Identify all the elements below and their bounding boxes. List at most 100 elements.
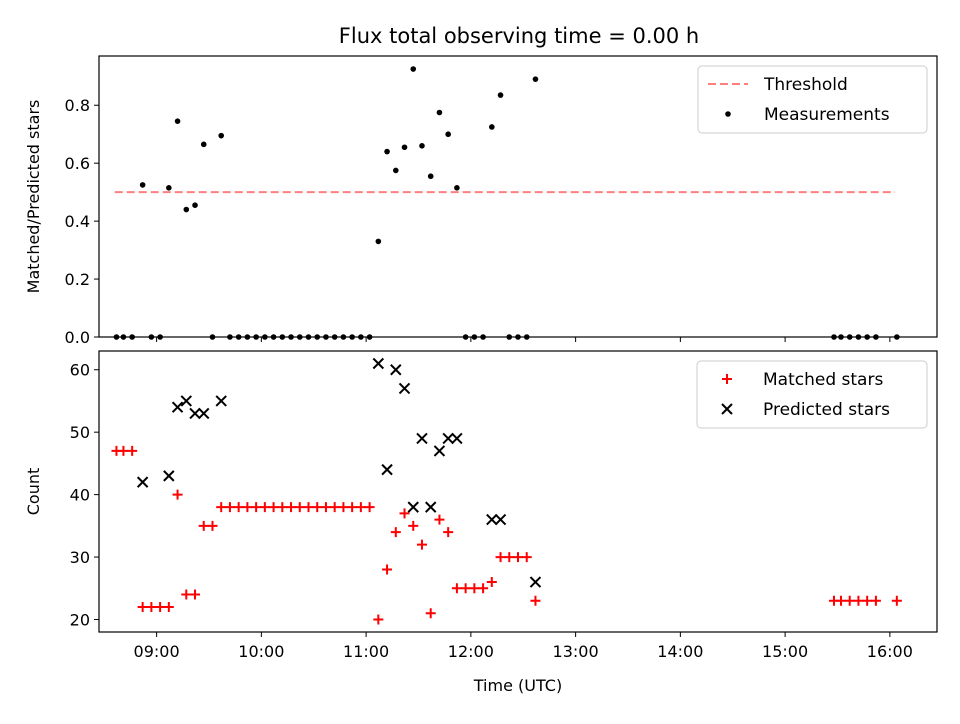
predicted-stars-point	[529, 576, 542, 588]
matched-stars-point	[390, 527, 401, 538]
matched-stars-point	[181, 589, 192, 600]
legend-box	[696, 360, 928, 429]
top-panel: 0.0 0.2 0.4 0.6 0.8 Matched/Predicted stars Th…	[24, 55, 938, 347]
measurement-point	[419, 143, 425, 149]
axes-frame	[98, 350, 938, 633]
y-axis-label: Count	[24, 468, 43, 516]
matched-stars-point	[163, 602, 174, 613]
y-tick-label: 30	[70, 548, 90, 567]
measurement-point	[497, 92, 504, 98]
legend-label: Threshold	[763, 75, 848, 95]
matched-stars-point	[224, 502, 235, 513]
measurement-point	[489, 124, 495, 130]
predicted-stars-point	[442, 432, 454, 445]
y-tick-label: 0.0	[65, 328, 90, 347]
measurement-point	[139, 182, 146, 188]
legend-measurement-swatch	[725, 111, 731, 117]
matched-stars-point	[425, 608, 436, 619]
matched-stars-point	[137, 602, 148, 613]
matched-stars-point	[382, 564, 393, 575]
matched-stars-point	[233, 502, 244, 513]
predicted-stars-point	[163, 470, 175, 482]
matched-stars-point	[251, 502, 262, 513]
predicted-stars-point	[189, 407, 201, 420]
measurement-point	[454, 185, 460, 191]
matched-stars-point	[127, 445, 138, 456]
predicted-stars-point	[390, 364, 402, 376]
legend-label: Measurements	[764, 105, 890, 125]
y-tick-label: 0.6	[65, 154, 90, 173]
matched-stars-point	[416, 539, 427, 550]
y-tick-label: 60	[70, 361, 90, 380]
predicted-stars-point	[425, 501, 437, 513]
matched-stars-point	[347, 502, 358, 513]
matched-stars-point	[364, 502, 375, 513]
measurement-point	[166, 185, 172, 191]
matched-stars-point	[495, 552, 506, 563]
legend-label: Matched stars	[763, 370, 883, 390]
measurement-point	[401, 144, 408, 151]
matched-stars-point	[118, 445, 129, 456]
x-tick-label: 16:00	[867, 642, 913, 661]
predicted-stars-point	[136, 476, 149, 488]
x-tick-label: 13:00	[553, 642, 599, 661]
y-tick-label: 40	[70, 486, 90, 505]
matched-stars-point	[891, 595, 902, 606]
matched-stars-point	[478, 583, 489, 594]
predicted-stars-point	[494, 513, 507, 526]
y-tick-label: 50	[70, 423, 90, 442]
matched-stars-point	[155, 602, 166, 613]
measurement-point	[375, 238, 382, 245]
y-axis-label: Matched/Predicted stars	[24, 100, 43, 294]
legend: Matched stars Predicted stars	[696, 360, 928, 429]
legend-predicted-swatch	[721, 403, 733, 415]
matched-stars-point	[835, 595, 846, 606]
matched-stars-point	[870, 595, 881, 606]
matched-stars-point	[513, 552, 523, 563]
x-tick-label: 11:00	[343, 642, 389, 661]
measurement-point	[436, 109, 443, 116]
x-tick-label: 12:00	[448, 642, 494, 661]
x-tick-label: 10:00	[238, 642, 284, 661]
matched-stars-point	[207, 520, 218, 531]
predicted-stars-point	[180, 395, 192, 407]
x-tick-label: 15:00	[762, 642, 808, 661]
legend: Threshold Measurements	[697, 65, 928, 134]
matched-stars-point	[329, 502, 340, 513]
series-matched-stars	[111, 445, 902, 625]
predicted-stars-point	[381, 463, 393, 476]
predicted-stars-point	[433, 445, 446, 457]
matched-stars-point	[460, 583, 471, 594]
y-tick-label: 0.8	[65, 96, 90, 115]
matched-stars-point	[172, 489, 183, 500]
y-tick-label: 20	[70, 611, 90, 630]
matched-stars-point	[443, 527, 454, 538]
measurement-point	[192, 202, 198, 208]
matched-stars-point	[303, 502, 314, 513]
matched-stars-point	[268, 502, 279, 513]
predicted-stars-point	[486, 513, 498, 526]
matched-stars-point	[216, 502, 227, 513]
matched-stars-point	[338, 502, 349, 513]
predicted-stars-point	[198, 407, 210, 420]
matched-stars-point	[530, 595, 541, 606]
matched-stars-point	[355, 502, 366, 513]
measurement-point	[183, 206, 190, 213]
matched-stars-point	[259, 502, 270, 513]
matched-stars-point	[242, 502, 253, 513]
matched-stars-point	[294, 502, 305, 513]
matched-stars-point	[146, 602, 157, 613]
predicted-stars-point	[416, 432, 428, 445]
matched-stars-point	[399, 508, 410, 519]
series-predicted-stars	[136, 357, 542, 588]
x-axis-label: Time (UTC)	[473, 676, 562, 695]
matched-stars-point	[521, 552, 532, 563]
measurement-point	[532, 76, 539, 82]
matched-stars-point	[190, 589, 201, 600]
x-tick-label: 14:00	[657, 642, 703, 661]
chart-title: Flux total observing time = 0.00 h	[339, 24, 699, 48]
matched-stars-point	[504, 552, 515, 563]
matched-stars-point	[862, 595, 873, 606]
matched-stars-point	[853, 595, 864, 606]
